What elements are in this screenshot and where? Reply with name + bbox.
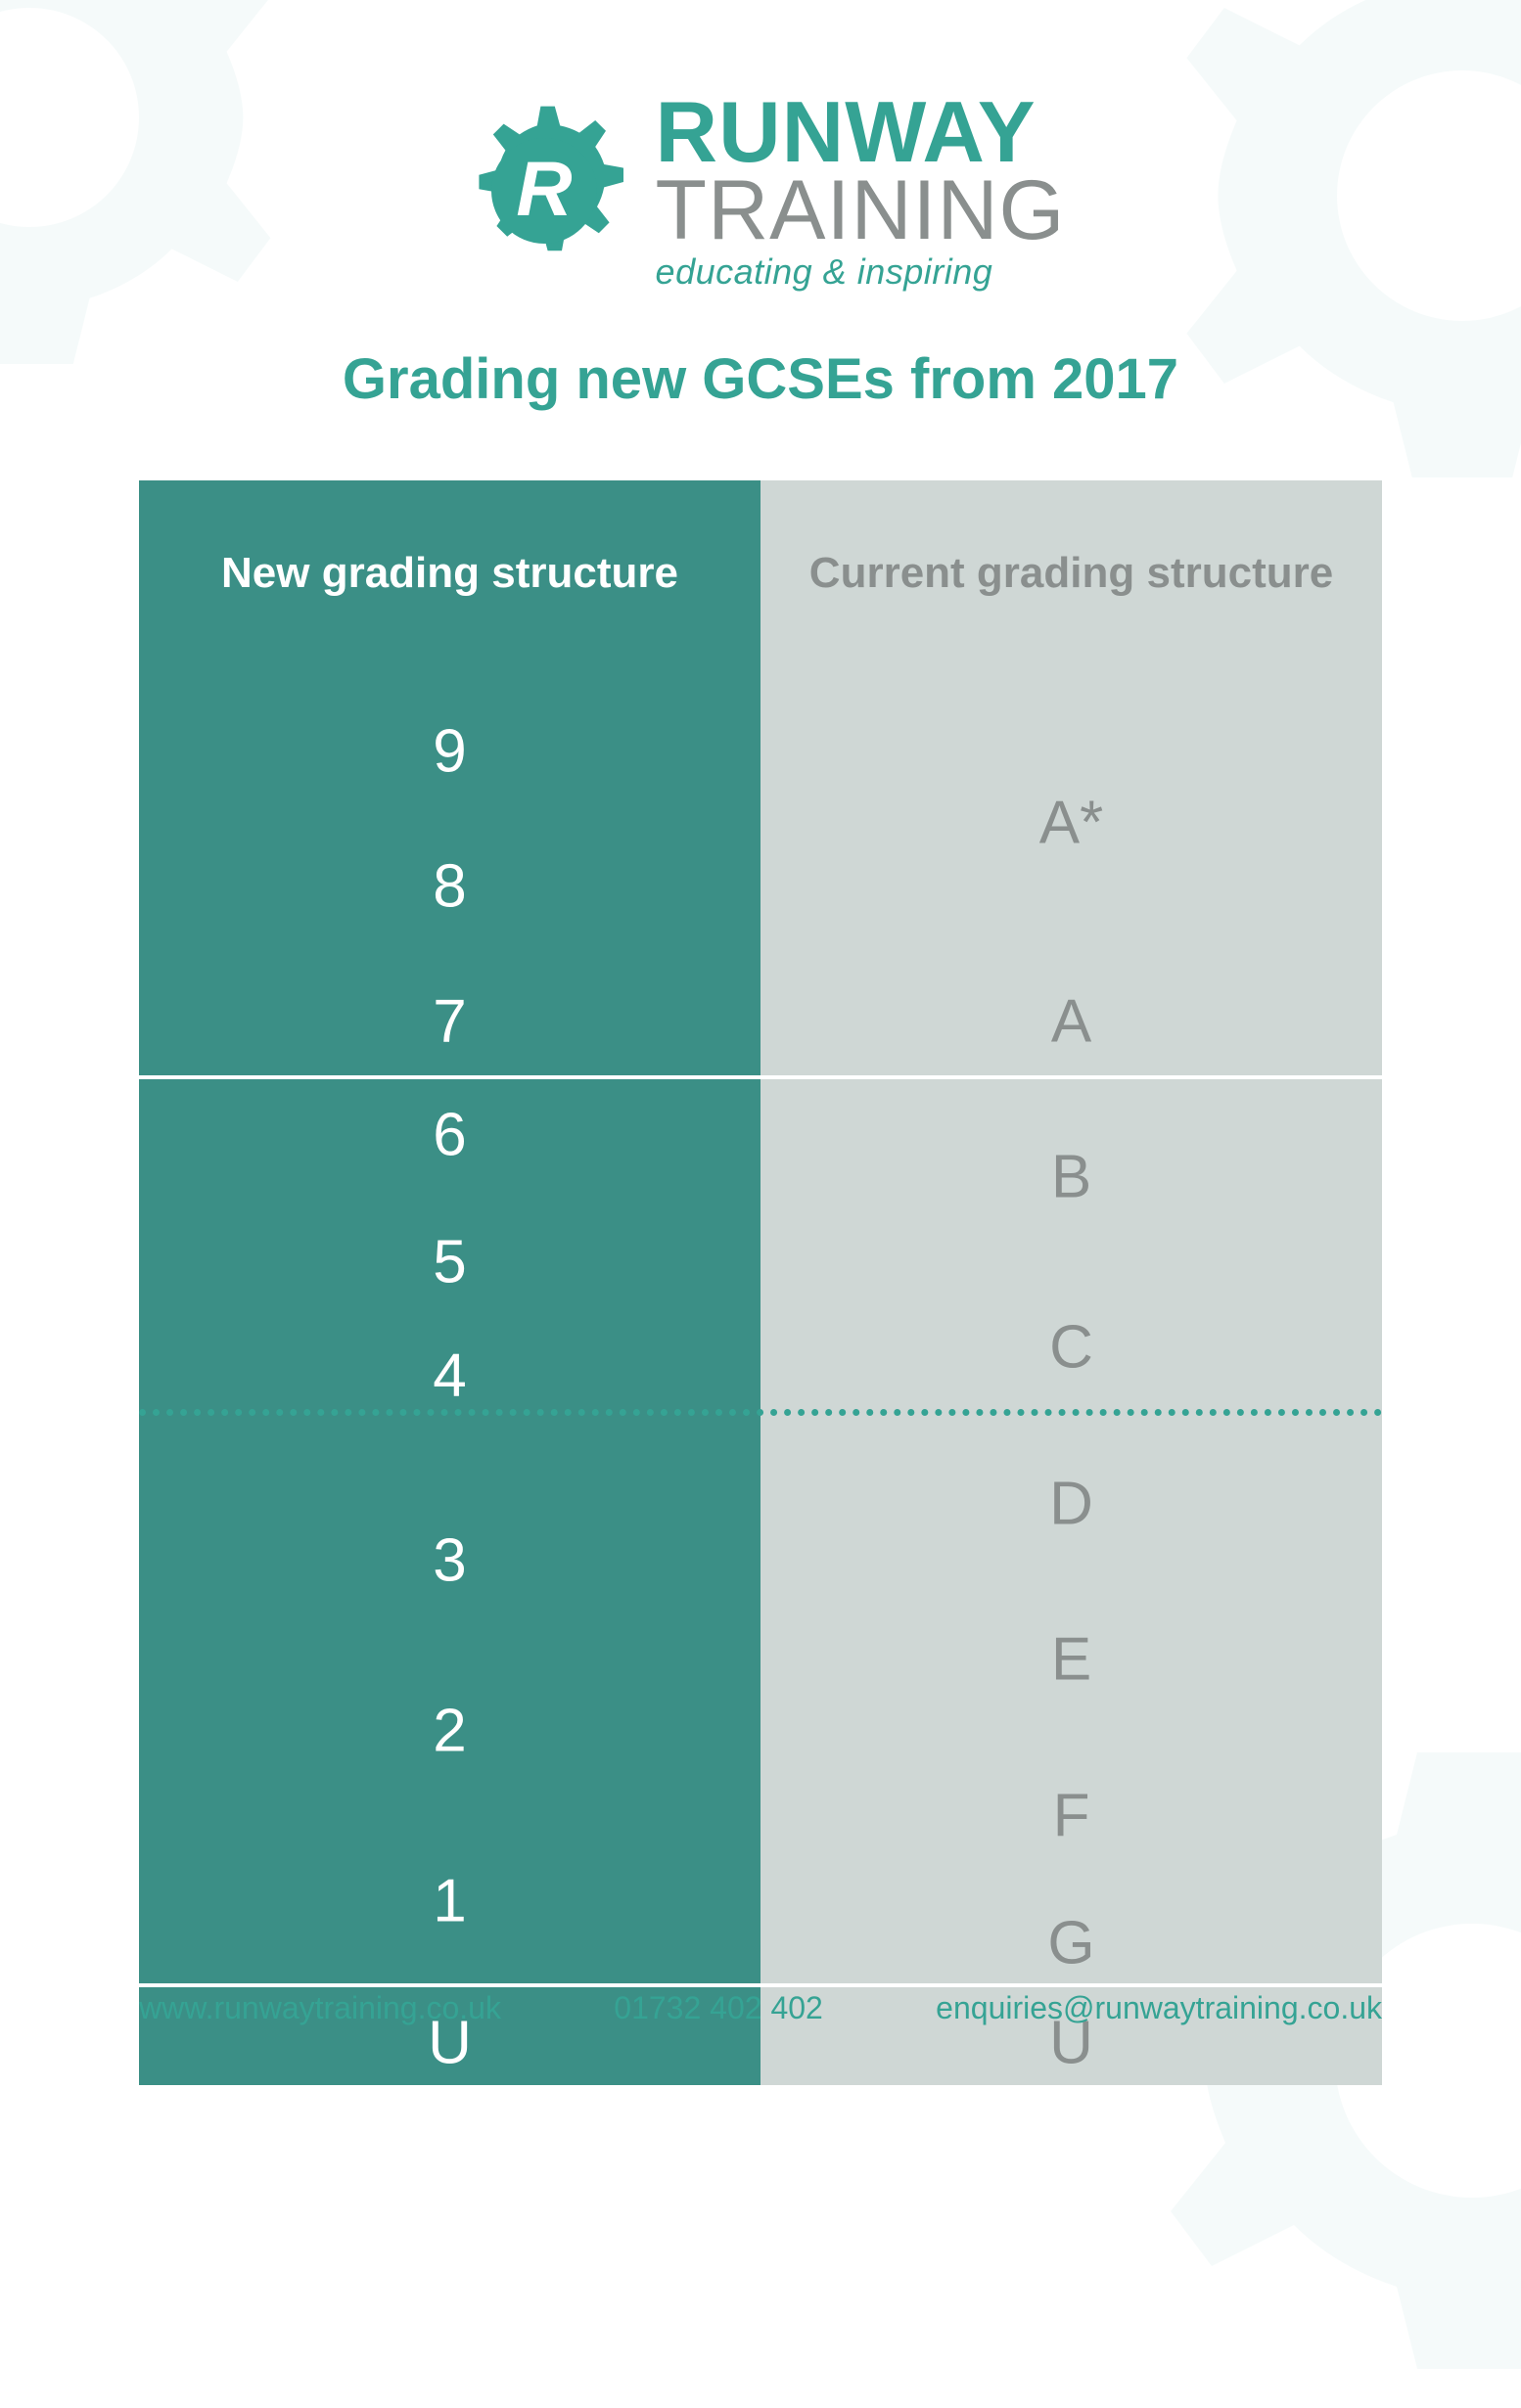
col-current-header: Current grading structure	[760, 480, 1382, 666]
footer-website: www.runwaytraining.co.uk	[139, 1990, 501, 2026]
table-divider-1	[139, 1409, 1382, 1416]
footer-phone: 01732 402 402	[614, 1990, 823, 2026]
logo-gear-icon: R	[456, 103, 632, 279]
footer-email: enquiries@runwaytraining.co.uk	[936, 1990, 1382, 2026]
footer: www.runwaytraining.co.uk 01732 402 402 e…	[139, 1990, 1382, 2026]
logo-word-runway: RUNWAY	[656, 93, 1066, 172]
logo-word-training: TRAINING	[656, 172, 1066, 250]
col-new-header: New grading structure	[139, 480, 760, 666]
logo-letter: R	[516, 145, 572, 232]
table-divider-2	[139, 1983, 1382, 1987]
grading-table: New grading structure 987654321U Current…	[139, 480, 1382, 2085]
logo-tagline: educating & inspiring	[656, 255, 1066, 288]
page-title: Grading new GCSEs from 2017	[343, 346, 1178, 412]
table-divider-0	[139, 1075, 1382, 1079]
logo: R RUNWAY TRAINING educating & inspiring	[456, 93, 1066, 288]
table-dividers	[139, 666, 1382, 2085]
